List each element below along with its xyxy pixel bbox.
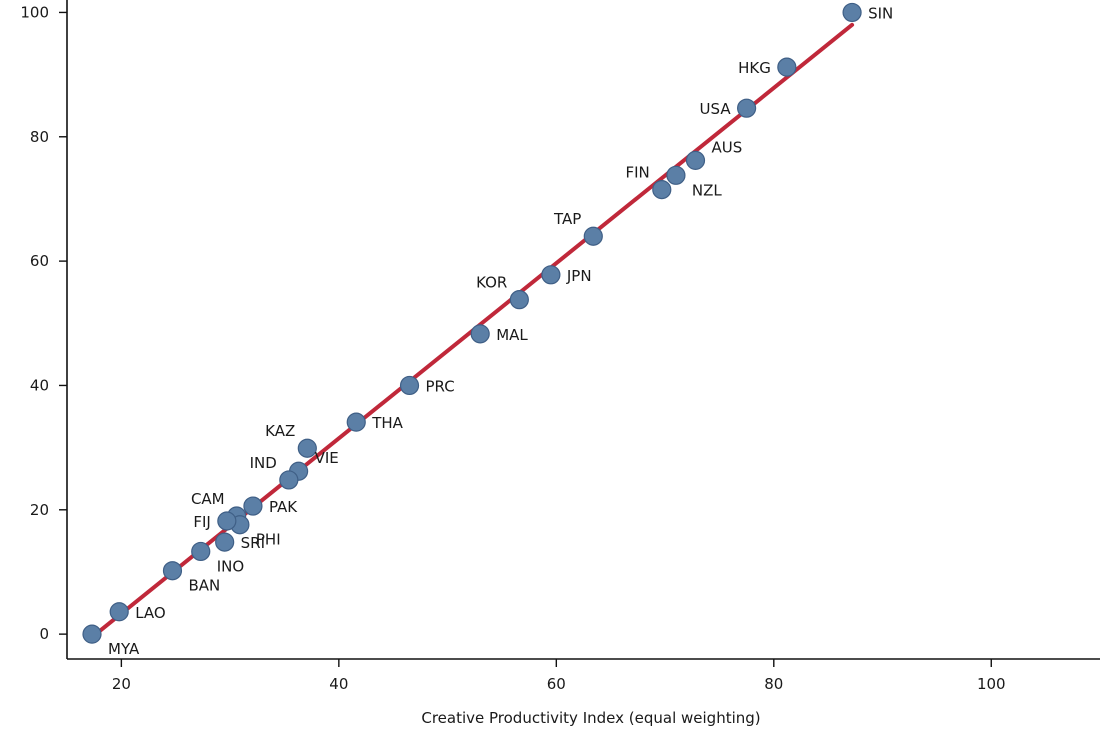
data-point-kaz [297, 438, 317, 458]
point-label-fij: FIJ [193, 513, 210, 531]
data-point-prc [399, 375, 420, 396]
data-point-hkg [777, 57, 797, 77]
y-tick-label: 40 [30, 376, 49, 394]
point-label-kaz: KAZ [265, 422, 295, 440]
point-label-mya: MYA [108, 640, 140, 658]
point-label-phi: PHI [256, 531, 281, 549]
point-label-ino: INO [217, 557, 244, 575]
data-point-usa [737, 98, 757, 118]
point-label-prc: PRC [426, 377, 455, 395]
point-label-ban: BAN [188, 577, 220, 595]
data-point-aus [685, 150, 706, 170]
data-point-ban [162, 561, 183, 581]
x-tick-label: 20 [112, 675, 131, 693]
point-label-sri: SRI [241, 534, 265, 552]
x-tick-label: 60 [547, 675, 566, 693]
y-ticks: 0 20 40 60 80 100 [20, 3, 67, 643]
data-point-fin [652, 180, 672, 200]
data-point-ind [279, 470, 299, 490]
point-label-kor: KOR [476, 274, 507, 292]
data-points [82, 2, 862, 644]
x-ticks: 20 40 60 80 100 [112, 659, 1006, 693]
data-point-lao [109, 602, 129, 622]
data-point-tap [583, 226, 603, 246]
point-label-lao: LAO [135, 604, 166, 622]
point-label-sin: SIN [868, 4, 893, 22]
data-point-mal [470, 324, 490, 344]
x-axis-title: Creative Productivity Index (equal weigh… [421, 709, 760, 727]
y-tick-label: 0 [39, 625, 49, 643]
point-label-tap: TAP [553, 210, 581, 228]
data-point-fij [217, 511, 237, 531]
point-label-ind: IND [250, 454, 277, 472]
y-tick-label: 100 [20, 3, 49, 21]
axes [66, 0, 1100, 660]
y-tick-label: 60 [30, 252, 49, 270]
point-label-cam: CAM [191, 490, 225, 508]
data-point-ino [191, 541, 211, 562]
point-label-pak: PAK [269, 498, 298, 516]
point-label-jpn: JPN [566, 267, 592, 285]
point-label-mal: MAL [496, 326, 528, 344]
data-point-nzl [666, 165, 686, 185]
point-labels: SIN HKG USA AUS NZL FIN TAP JPN KOR MAL PRC THA KAZ V… [108, 4, 893, 658]
data-point-pak [243, 496, 263, 516]
point-label-vie: VIE [315, 449, 339, 467]
point-label-hkg: HKG [738, 59, 771, 77]
data-point-tha [346, 412, 366, 432]
x-tick-label: 40 [329, 675, 348, 693]
data-point-kor [509, 290, 529, 310]
x-tick-label: 100 [977, 675, 1006, 693]
data-point-sin [842, 2, 862, 23]
data-point-mya [82, 624, 102, 644]
point-label-nzl: NZL [692, 181, 722, 199]
point-label-fin: FIN [626, 164, 650, 182]
point-label-tha: THA [371, 414, 403, 432]
y-tick-label: 20 [30, 501, 49, 519]
point-label-aus: AUS [711, 138, 742, 156]
y-tick-label: 80 [30, 128, 49, 146]
point-label-usa: USA [700, 100, 732, 118]
x-tick-label: 80 [764, 675, 783, 693]
data-point-jpn [541, 265, 561, 285]
data-point-sri [215, 532, 235, 552]
